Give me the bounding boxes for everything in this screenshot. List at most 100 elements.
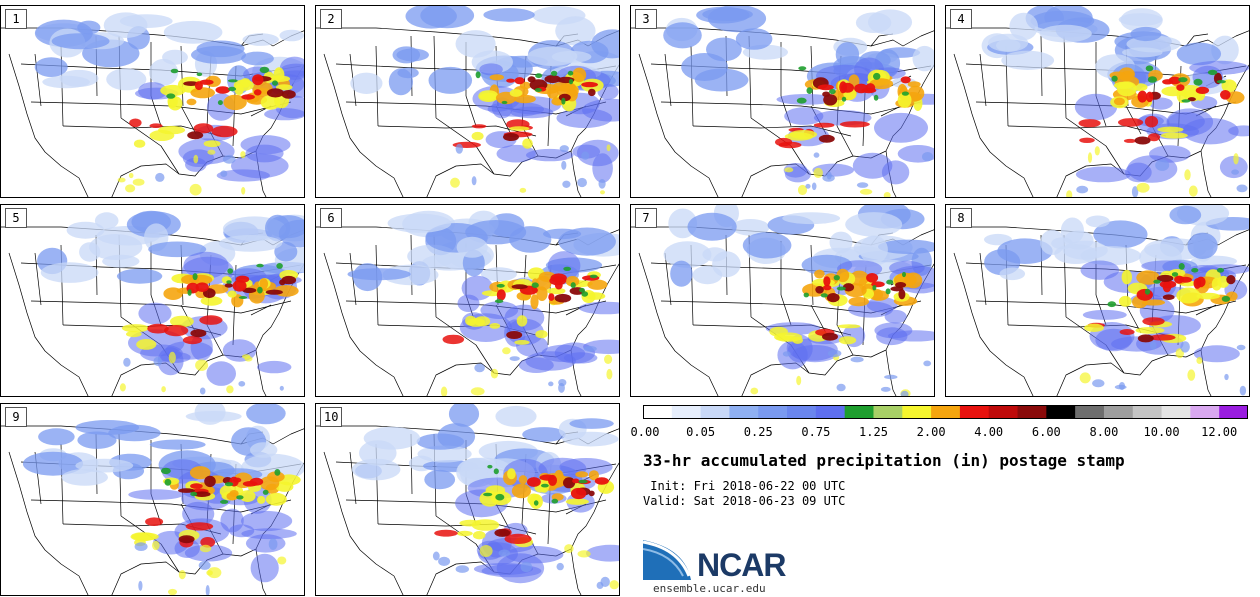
precip-cell <box>193 154 199 164</box>
precip-cell <box>784 167 794 173</box>
precip-cell <box>479 92 498 101</box>
precip-cell <box>922 152 934 162</box>
colorbar-bin <box>1046 405 1076 419</box>
precip-cell <box>518 357 554 373</box>
precip-cell <box>1174 275 1184 284</box>
precip-cell <box>149 130 175 141</box>
precip-map <box>1 210 304 396</box>
precip-cell <box>829 231 853 254</box>
precip-cell <box>424 469 456 490</box>
precip-cell <box>583 345 597 352</box>
precip-cell <box>511 284 528 290</box>
precip-cell <box>505 546 564 564</box>
precip-cell <box>1030 10 1095 31</box>
precip-cell <box>692 265 723 285</box>
precip-cell <box>798 66 807 71</box>
precip-cell <box>1137 90 1148 103</box>
precip-cell <box>1191 268 1199 273</box>
precip-cell <box>350 72 383 95</box>
precip-cell <box>490 368 499 379</box>
precip-cell <box>687 212 737 241</box>
stamp-panel-4[interactable]: 4 <box>945 5 1250 198</box>
precip-cell <box>818 134 835 143</box>
stamp-panel-7[interactable]: 7 <box>630 204 935 397</box>
colorbar-frame <box>643 405 1248 419</box>
precip-cell <box>1221 79 1237 93</box>
precip-cell <box>34 57 68 77</box>
precip-cell <box>530 294 539 310</box>
precip-cell <box>874 322 913 339</box>
precip-cell <box>836 286 846 291</box>
colorbar-bin <box>988 405 1019 419</box>
precip-cell <box>502 347 511 355</box>
precip-cell <box>1187 369 1196 381</box>
precip-cell <box>1150 341 1157 350</box>
stamp-panel-6[interactable]: 6 <box>315 204 620 397</box>
colorbar-tick-label: 2.00 <box>916 425 946 439</box>
precip-cell <box>554 293 572 303</box>
precip-cell <box>496 283 505 288</box>
precip-cell <box>581 81 598 88</box>
precip-cell <box>999 267 1026 281</box>
precip-cell <box>1094 146 1100 156</box>
precip-cell <box>881 160 910 185</box>
precip-cell <box>493 468 499 475</box>
precip-cell <box>351 458 401 481</box>
precip-cell <box>811 182 817 191</box>
precip-cell <box>242 33 279 46</box>
precip-cell <box>227 290 237 298</box>
precip-cell <box>546 287 566 295</box>
precip-cell <box>509 356 520 361</box>
precip-cell <box>207 149 216 155</box>
precip-cell <box>253 89 262 96</box>
precip-cell <box>836 383 846 392</box>
precip-cell <box>1231 169 1239 175</box>
precip-cell <box>839 81 847 94</box>
precip-cell <box>405 6 457 29</box>
precip-cell <box>519 81 532 90</box>
precip-cell <box>483 8 535 22</box>
stamp-panel-5[interactable]: 5 <box>0 204 305 397</box>
precip-map <box>631 205 934 396</box>
precip-cell <box>822 174 835 182</box>
precip-cell <box>1144 288 1151 295</box>
precip-cell <box>594 477 609 485</box>
precip-cell <box>1149 334 1176 341</box>
stamp-panel-9[interactable]: 9 <box>0 403 305 596</box>
precip-cell <box>149 58 179 86</box>
precip-cell <box>226 385 234 394</box>
precip-cell <box>218 235 283 252</box>
precip-cell <box>527 477 541 487</box>
precip-cell <box>706 37 742 62</box>
colorbar-tick-label: 8.00 <box>1089 425 1119 439</box>
precip-cell <box>873 72 881 80</box>
precip-cell <box>511 483 531 499</box>
precip-cell <box>572 478 580 484</box>
precip-cell <box>848 296 869 307</box>
precip-cell <box>211 125 238 138</box>
precip-cell <box>199 544 212 553</box>
stamp-panel-2[interactable]: 2 <box>315 5 620 198</box>
precip-cell <box>547 251 581 281</box>
precip-cell <box>1224 373 1229 381</box>
stamp-panel-10[interactable]: 10 <box>315 403 620 596</box>
precip-cell <box>138 580 143 591</box>
precip-cell <box>1182 118 1239 145</box>
precip-cell <box>817 84 834 91</box>
precip-cell <box>240 151 246 159</box>
precip-cell <box>238 381 246 387</box>
stamp-panel-8[interactable]: 8 <box>945 204 1250 397</box>
precip-cell <box>568 78 574 85</box>
precip-cell <box>1087 152 1093 163</box>
colorbar-tick-label: 6.00 <box>1031 425 1061 439</box>
precip-cell <box>42 75 90 89</box>
precip-cell <box>522 138 533 149</box>
precip-cell <box>1136 182 1150 193</box>
precip-cell <box>823 94 838 106</box>
precip-cell <box>504 533 532 544</box>
stamp-panel-1[interactable]: 1 <box>0 5 305 198</box>
precip-cell <box>813 152 820 158</box>
precip-cell <box>514 340 530 345</box>
stamp-panel-3[interactable]: 3 <box>630 5 935 198</box>
precip-cell <box>442 334 465 345</box>
